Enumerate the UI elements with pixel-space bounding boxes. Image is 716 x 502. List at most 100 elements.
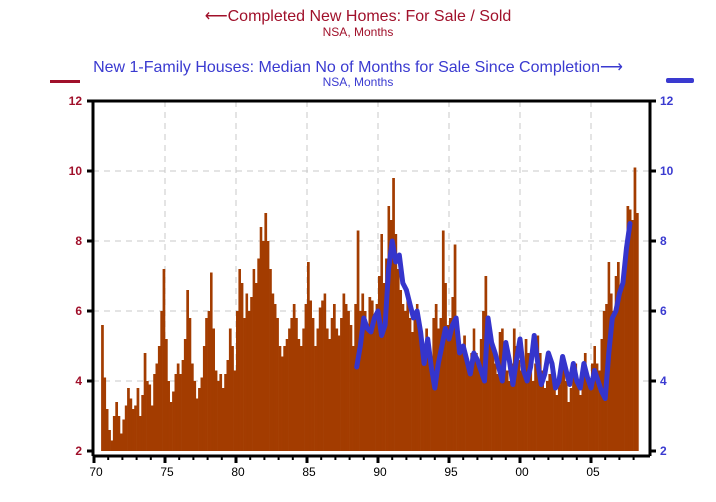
bar: [179, 374, 182, 451]
bar: [621, 283, 625, 451]
bar: [598, 370, 601, 451]
bar: [129, 398, 133, 451]
bar: [207, 311, 211, 451]
bar: [119, 433, 123, 451]
bar: [309, 300, 312, 451]
bar: [366, 328, 369, 451]
bar: [153, 374, 156, 451]
right-arrow-icon: ⟶: [599, 59, 623, 76]
bar: [110, 440, 114, 451]
bar: [378, 276, 381, 451]
bar: [408, 318, 412, 451]
bar: [527, 353, 530, 451]
bar: [534, 363, 537, 451]
bar: [356, 230, 360, 451]
bar: [425, 328, 428, 451]
bar: [264, 213, 268, 451]
y-tick-label-right: 4: [660, 374, 667, 388]
bar: [401, 304, 405, 451]
bar: [359, 311, 362, 451]
bar: [186, 290, 190, 451]
bar: [472, 328, 476, 451]
bar: [385, 258, 388, 451]
bar: [470, 353, 474, 451]
bar: [579, 395, 582, 451]
bar: [555, 395, 559, 451]
bar: [190, 363, 194, 451]
bar: [332, 304, 336, 451]
bar: [240, 283, 244, 451]
bar: [205, 318, 208, 451]
bar: [169, 402, 173, 451]
bar: [373, 318, 376, 451]
bar: [491, 346, 495, 451]
x-tick-label: 05: [586, 465, 600, 479]
plot-frame: [91, 99, 652, 458]
bar: [609, 293, 613, 451]
bar: [198, 388, 201, 451]
x-tick-label: 95: [444, 465, 458, 479]
bar: [124, 405, 128, 451]
x-tick-label: 00: [515, 465, 529, 479]
bar: [160, 311, 163, 451]
bar: [273, 304, 277, 451]
bar: [108, 430, 111, 451]
bar: [636, 213, 639, 451]
bar: [146, 381, 149, 451]
x-tick-label: 70: [89, 465, 103, 479]
bar: [276, 318, 279, 451]
bar: [105, 409, 109, 451]
bar: [342, 293, 346, 451]
bar: [221, 388, 225, 451]
bar: [157, 346, 161, 451]
bar: [498, 332, 502, 451]
bar: [337, 335, 341, 451]
bar: [465, 360, 469, 451]
y-tick-label-right: 2: [660, 444, 667, 458]
bar: [418, 328, 421, 451]
bar: [352, 346, 355, 451]
series1-subtitle: NSA, Months: [322, 25, 394, 39]
bar: [150, 405, 154, 451]
bar: [292, 304, 296, 451]
series2-title: New 1-Family Houses: Median No of Months…: [0, 57, 716, 77]
bar: [117, 416, 121, 451]
bar: [278, 346, 282, 451]
bar: [510, 363, 514, 451]
bar: [269, 269, 272, 451]
bar: [318, 307, 322, 451]
bar: [247, 311, 251, 451]
bar: [538, 353, 542, 451]
bar: [281, 356, 284, 451]
bar: [122, 419, 126, 451]
bar: [456, 325, 459, 451]
bar: [299, 346, 303, 451]
bar: [323, 293, 327, 451]
bar: [347, 311, 350, 451]
x-axis: 70 75 80 85 90 95 00 05: [89, 456, 635, 479]
bar: [103, 377, 107, 451]
bar: [148, 384, 152, 451]
bar: [501, 328, 504, 451]
bar: [304, 304, 308, 451]
bar: [572, 374, 575, 451]
bar: [396, 269, 400, 451]
bar: [261, 241, 265, 451]
bar: [139, 416, 142, 451]
bar: [595, 363, 599, 451]
bar: [188, 318, 192, 451]
bar: [195, 398, 199, 451]
bar: [361, 293, 365, 451]
bar: [101, 325, 104, 451]
bar: [517, 360, 521, 451]
bar: [212, 328, 215, 451]
bar: [477, 363, 481, 451]
bar: [545, 381, 549, 451]
bar: [259, 227, 263, 451]
bar: [515, 346, 518, 451]
bar: [176, 363, 180, 451]
bar: [486, 318, 490, 451]
bar: [172, 391, 175, 451]
bar: [349, 325, 353, 451]
